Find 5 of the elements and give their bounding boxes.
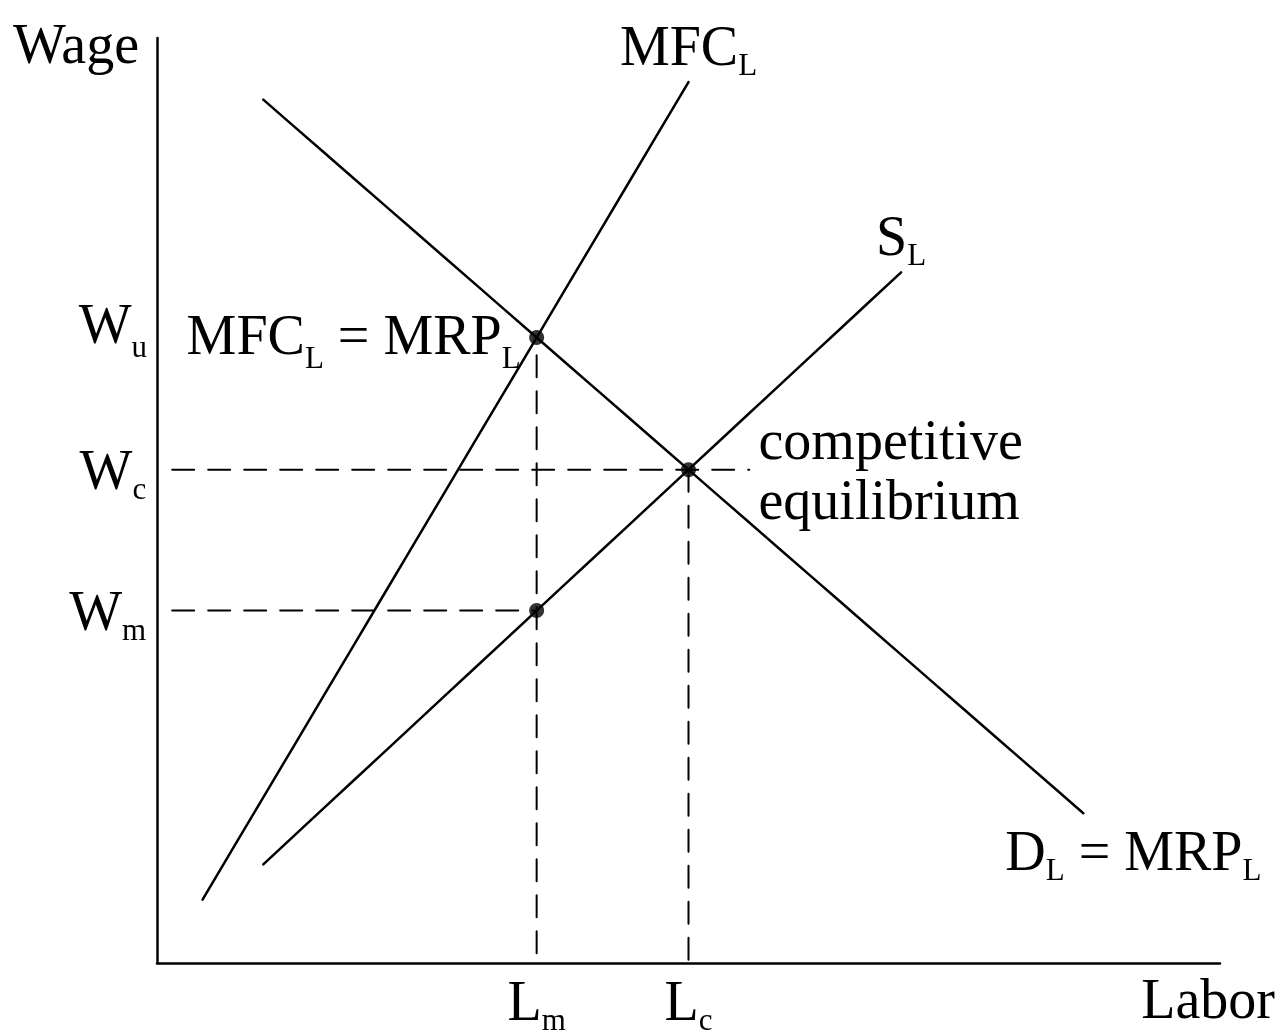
y-axis-title: Wage [12,13,139,75]
annotation: competitive equilibrium [758,408,1024,531]
annotation: MFC$_{L}$ = MRP$_{L}$ [186,303,521,375]
x-axis-title: Labor [1141,968,1276,1030]
text: W$_{u}$ [78,293,147,364]
